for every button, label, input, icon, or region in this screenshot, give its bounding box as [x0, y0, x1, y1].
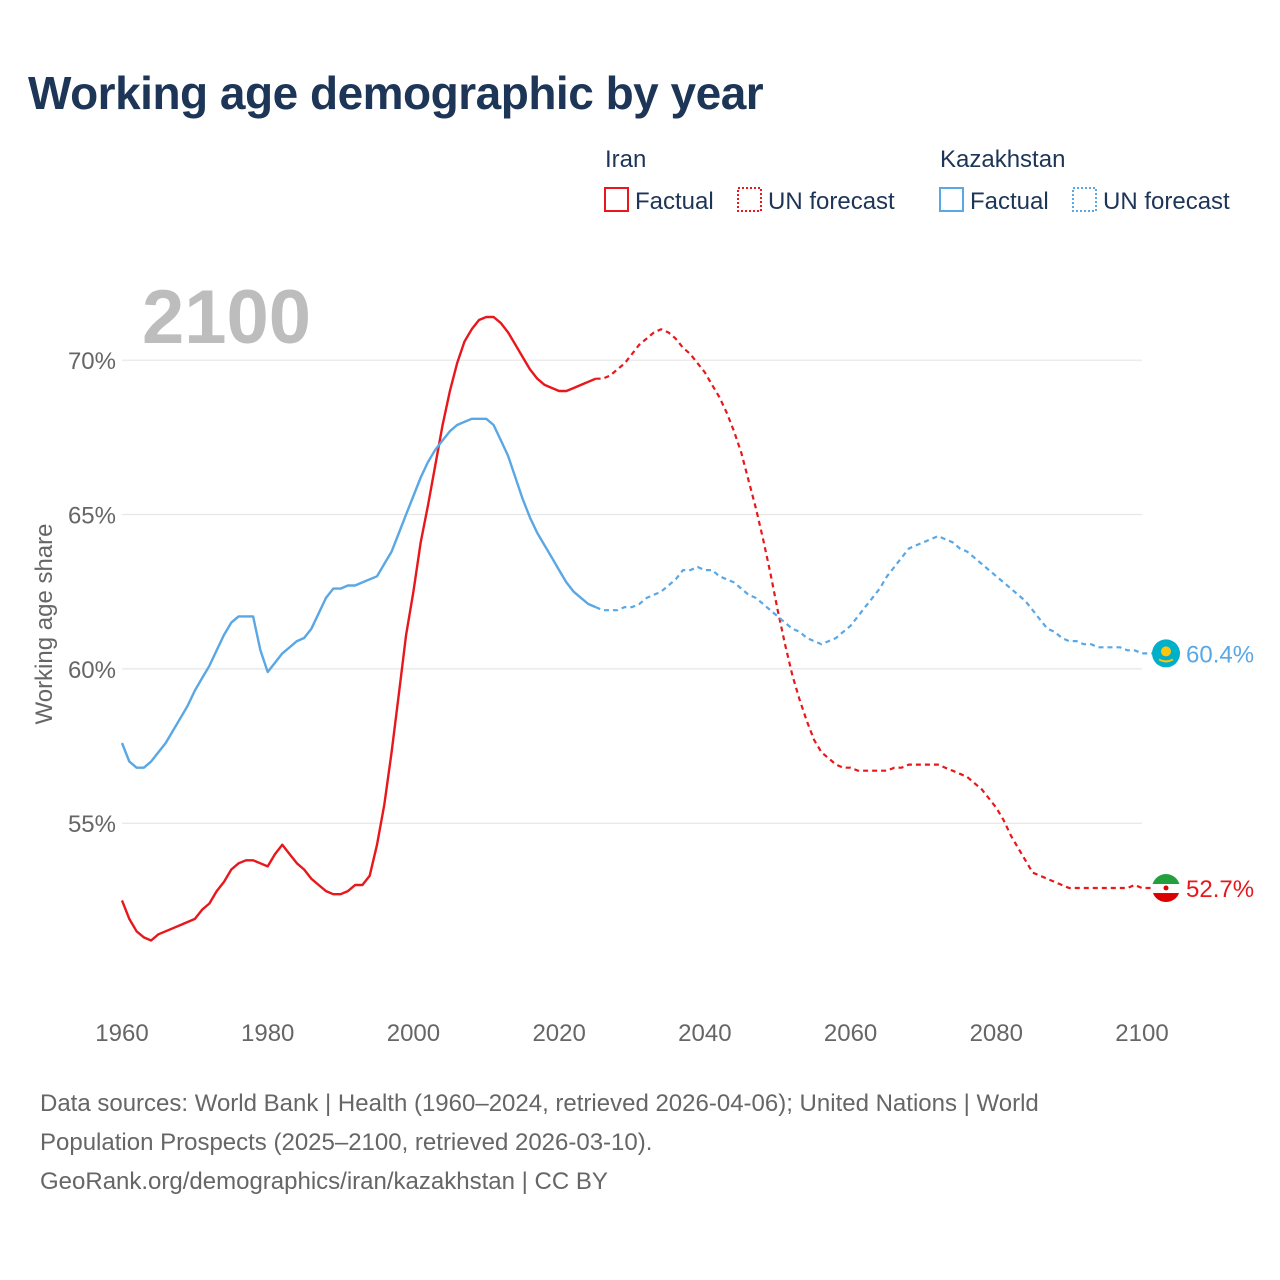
y-axis-tick-labels: 55% 60% 65% 70% [68, 348, 116, 838]
grid-lines [122, 359, 1142, 824]
x-axis-tick-labels: 1960 1980 2000 2020 2040 2060 2080 2100 [95, 1020, 1168, 1047]
chart-title: Working age demographic by year [28, 67, 764, 119]
y-axis-label: Working age share [31, 524, 58, 725]
legend-swatch-iran-forecast [737, 187, 762, 212]
iran-forecast-line [595, 328, 1164, 890]
x-tick-label: 2100 [1115, 1020, 1168, 1047]
iran-flag-icon [1152, 874, 1180, 903]
sources-line-2: Population Prospects (2025–2100, retriev… [40, 1129, 653, 1156]
x-tick-label: 1980 [241, 1020, 294, 1047]
legend-group-iran: Iran [605, 146, 646, 173]
x-tick-label: 2040 [678, 1020, 731, 1047]
current-year-label: 2100 [142, 275, 311, 360]
legend-swatch-kazakhstan-forecast [1072, 187, 1097, 212]
legend-swatch-kazakhstan-factual [939, 187, 964, 212]
data-sources: Data sources: World Bank | Health (1960–… [40, 1084, 1220, 1201]
sources-line-3[interactable]: GeoRank.org/demographics/iran/kazakhstan… [40, 1168, 608, 1195]
x-tick-label: 2060 [824, 1020, 877, 1047]
legend-label-iran-forecast[interactable]: UN forecast [768, 188, 895, 215]
sources-line-1: Data sources: World Bank | Health (1960–… [40, 1090, 1039, 1117]
kazakhstan-forecast-line [595, 534, 1164, 655]
kazakhstan-flag-icon [1152, 639, 1180, 668]
x-tick-label: 2020 [532, 1020, 585, 1047]
iran-end-value: 52.7% [1186, 876, 1254, 903]
legend-label-iran-factual[interactable]: Factual [635, 188, 714, 215]
legend: Iran Factual UN forecast Kazakhstan Factual U… [604, 146, 1230, 215]
end-labels: 52.7% 60.4% [1152, 639, 1254, 903]
y-tick-label: 55% [68, 811, 116, 838]
iran-factual-line [120, 315, 597, 942]
legend-group-kazakhstan: Kazakhstan [940, 146, 1065, 173]
y-tick-label: 70% [68, 348, 116, 375]
kazakhstan-factual-line [120, 417, 597, 769]
y-tick-label: 60% [68, 657, 116, 684]
kazakhstan-end-value: 60.4% [1186, 641, 1254, 668]
series-lines [120, 315, 1164, 942]
x-tick-label: 1960 [95, 1020, 148, 1047]
legend-label-kazakhstan-factual[interactable]: Factual [970, 188, 1049, 215]
legend-label-kazakhstan-forecast[interactable]: UN forecast [1103, 188, 1230, 215]
x-tick-label: 2000 [387, 1020, 440, 1047]
x-tick-label: 2080 [970, 1020, 1023, 1047]
y-tick-label: 65% [68, 503, 116, 530]
legend-swatch-iran-factual [604, 187, 629, 212]
